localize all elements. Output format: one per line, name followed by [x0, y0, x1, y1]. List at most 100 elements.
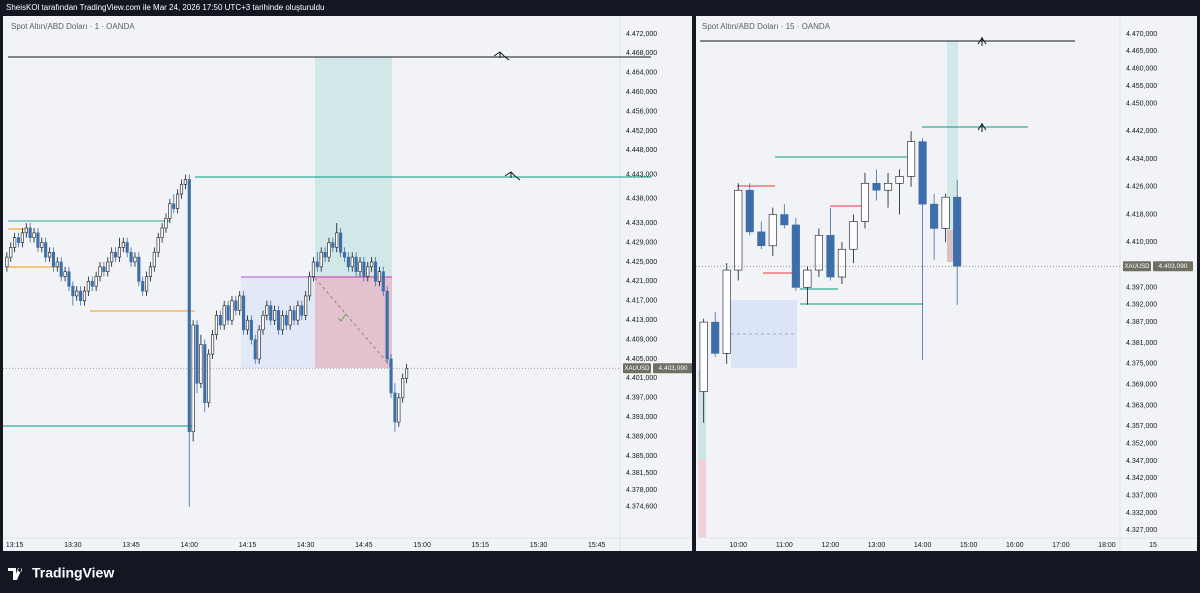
candle-body [63, 271, 67, 277]
logo-icon [8, 568, 23, 580]
candle-body [327, 242, 331, 258]
candle-body [253, 339, 257, 360]
target-zone [315, 57, 392, 276]
candle-body [722, 269, 731, 354]
y-tick-label: 4.381,500 [626, 470, 657, 477]
candle-body [872, 182, 881, 191]
candle-body [335, 232, 339, 248]
y-tick-label: 4.405,000 [626, 356, 657, 363]
candle-body [346, 256, 350, 268]
price-tag-text: 4.403,090 [659, 365, 688, 372]
x-tick-label: 16:00 [1006, 542, 1024, 549]
y-tick-label: 4.464,000 [626, 70, 657, 77]
y-tick-label: 4.465,000 [1126, 48, 1157, 55]
alert-icon [977, 123, 987, 132]
y-tick-label: 4.337,000 [1126, 493, 1157, 500]
symbol-tag-text: XAUUSD [624, 366, 650, 372]
x-tick-label: 14:00 [914, 542, 932, 549]
y-tick-label: 4.452,000 [626, 128, 657, 135]
candle-body [930, 203, 939, 229]
candle-body [145, 276, 149, 292]
target-zone [947, 41, 958, 262]
candle-body [331, 242, 335, 248]
y-tick-label: 4.413,000 [626, 317, 657, 324]
candle-body [141, 281, 145, 292]
candle-body [814, 235, 823, 271]
y-tick-label: 4.417,000 [626, 298, 657, 305]
candle-body [323, 251, 327, 258]
y-tick-label: 4.369,000 [1126, 381, 1157, 388]
candle-body [711, 321, 720, 354]
candle-body [265, 305, 269, 316]
candle-body [354, 256, 358, 272]
candle-body [389, 358, 393, 394]
x-tick-label: 12:00 [822, 542, 840, 549]
candle-body [860, 182, 870, 222]
candle-body [292, 310, 296, 321]
y-tick-label: 4.342,000 [1126, 475, 1157, 482]
candle-body [218, 315, 222, 326]
alert-icon [493, 51, 510, 61]
candle-body [768, 214, 777, 247]
candle-body [226, 305, 230, 321]
candle-body [734, 189, 743, 271]
dashed-path [314, 277, 393, 369]
candle-body [191, 324, 195, 433]
y-tick-label: 4.387,000 [1126, 319, 1157, 326]
candle-body [172, 203, 176, 209]
x-tick-label: 18:00 [1098, 542, 1116, 549]
candle-body [203, 344, 207, 403]
y-tick-label: 4.442,000 [1126, 128, 1157, 135]
y-tick-label: 4.374,600 [626, 503, 657, 510]
x-tick-label: 13:15 [6, 542, 24, 549]
candle-body [24, 227, 28, 234]
candle-body [276, 310, 281, 331]
stop-zone [698, 460, 706, 537]
y-tick-label: 4.434,000 [1126, 156, 1157, 163]
y-tick-label: 4.433,000 [626, 220, 657, 227]
candle-body [5, 256, 9, 268]
y-tick-label: 4.460,000 [1126, 66, 1157, 73]
candle-body [164, 217, 168, 229]
candle-body [55, 261, 59, 268]
candle-body [393, 392, 397, 423]
candle-body [102, 266, 106, 272]
candle-body [373, 261, 378, 282]
candle-body [51, 251, 56, 268]
candle-body [350, 256, 354, 268]
candle-body [238, 295, 242, 311]
symbol-tag [1123, 261, 1151, 272]
y-tick-label: 4.381,000 [1126, 340, 1157, 347]
y-tick-label: 4.455,000 [1126, 83, 1157, 90]
check-mark [337, 313, 347, 322]
candle-body [230, 300, 234, 321]
candle-body [20, 232, 24, 243]
y-tick-label: 4.470,000 [1126, 31, 1157, 38]
candle-body [385, 290, 389, 360]
y-tick-label: 4.460,000 [626, 89, 657, 96]
y-tick-label: 4.327,000 [1126, 527, 1157, 534]
y-tick-label: 4.357,000 [1126, 423, 1157, 430]
y-tick-label: 4.385,000 [626, 453, 657, 460]
x-tick-label: 15:00 [413, 542, 431, 549]
candle-body [249, 319, 253, 340]
candle-body [953, 196, 962, 267]
x-tick-label: 11:00 [776, 542, 793, 549]
candle-body [907, 141, 916, 177]
y-tick-label: 4.456,000 [626, 108, 657, 115]
y-tick-label: 4.443,000 [626, 171, 657, 178]
candle-body [113, 251, 118, 258]
panel-bg [696, 16, 1197, 551]
candle-body [71, 285, 75, 297]
y-tick-label: 4.392,000 [1126, 302, 1157, 309]
y-tick-label: 4.397,000 [626, 395, 657, 402]
candle-body [745, 189, 754, 233]
x-tick-label: 13:45 [122, 542, 140, 549]
candle-body [137, 256, 141, 282]
symbol-tag [623, 363, 651, 374]
candle-body [757, 231, 766, 247]
candle-body [195, 324, 199, 384]
candle-body [79, 290, 83, 302]
